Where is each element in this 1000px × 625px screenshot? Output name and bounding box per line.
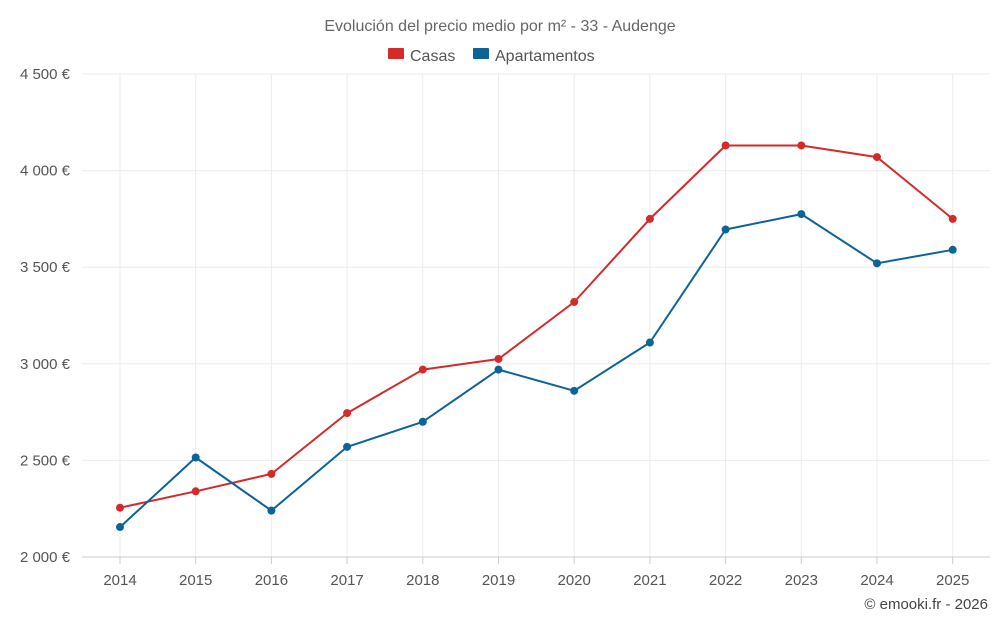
data-point-casas[interactable]: [948, 214, 957, 223]
data-point-casas[interactable]: [494, 354, 503, 363]
series: [116, 141, 957, 532]
legend-swatch-casas: [388, 48, 404, 59]
data-point-apartamentos[interactable]: [116, 523, 124, 532]
x-tick-label: 2016: [255, 572, 288, 589]
data-point-apartamentos[interactable]: [797, 210, 806, 219]
x-tick-label: 2019: [482, 572, 515, 589]
x-tick-label: 2018: [406, 572, 439, 589]
data-point-apartamentos[interactable]: [948, 245, 957, 254]
chart-title: Evolución del precio medio por m² - 33 -…: [324, 18, 675, 35]
x-tick-label: 2020: [558, 572, 591, 589]
y-tick-label: 4 500 €: [20, 66, 71, 83]
data-point-apartamentos[interactable]: [191, 453, 200, 462]
data-point-casas[interactable]: [721, 141, 730, 150]
credit-text: © emooki.fr - 2026: [864, 596, 988, 613]
data-point-casas[interactable]: [191, 487, 200, 496]
y-tick-label: 2 500 €: [20, 452, 71, 469]
data-point-apartamentos[interactable]: [494, 365, 503, 374]
y-tick-label: 4 000 €: [20, 163, 71, 180]
legend-swatch-apartamentos: [473, 48, 489, 59]
data-point-apartamentos[interactable]: [267, 506, 276, 515]
legend-label-casas: Casas: [410, 48, 455, 65]
x-tick-label: 2017: [330, 572, 363, 589]
series-line-apartamentos[interactable]: [119, 213, 953, 528]
data-point-apartamentos[interactable]: [721, 225, 730, 234]
y-tick-label: 3 500 €: [20, 259, 71, 276]
y-tick-label: 3 000 €: [20, 356, 71, 373]
grid: [82, 73, 990, 557]
axes: 2 000 € 2 500 € 3 000 € 3 500 € 4 000 € 4 500…: [20, 66, 990, 589]
legend: Casas Apartamentos: [388, 48, 595, 65]
legend-label-apartamentos: Apartamentos: [495, 48, 595, 65]
legend-item-casas[interactable]: Casas: [388, 48, 455, 65]
y-tick-label: 2 000 €: [20, 549, 71, 566]
data-point-apartamentos[interactable]: [418, 417, 427, 426]
x-tick-label: 2024: [860, 572, 893, 589]
data-point-casas[interactable]: [645, 214, 654, 223]
legend-item-apartamentos[interactable]: Apartamentos: [473, 48, 595, 65]
x-tick-label: 2022: [709, 572, 742, 589]
data-point-apartamentos[interactable]: [343, 442, 352, 451]
data-point-casas[interactable]: [343, 409, 352, 418]
series-line-casas[interactable]: [119, 144, 954, 509]
x-tick-label: 2025: [936, 572, 969, 589]
data-point-casas[interactable]: [267, 469, 276, 478]
x-tick-label: 2021: [633, 572, 666, 589]
data-point-casas[interactable]: [418, 365, 427, 374]
data-point-casas[interactable]: [116, 503, 124, 512]
data-point-casas[interactable]: [873, 153, 881, 162]
data-point-apartamentos[interactable]: [645, 338, 654, 347]
data-point-apartamentos[interactable]: [570, 386, 579, 395]
x-tick-label: 2023: [785, 572, 818, 589]
data-point-casas[interactable]: [797, 141, 806, 150]
x-tick-label: 2014: [103, 572, 136, 589]
x-tick-label: 2015: [179, 572, 212, 589]
data-point-casas[interactable]: [570, 297, 579, 306]
data-point-apartamentos[interactable]: [873, 259, 881, 268]
